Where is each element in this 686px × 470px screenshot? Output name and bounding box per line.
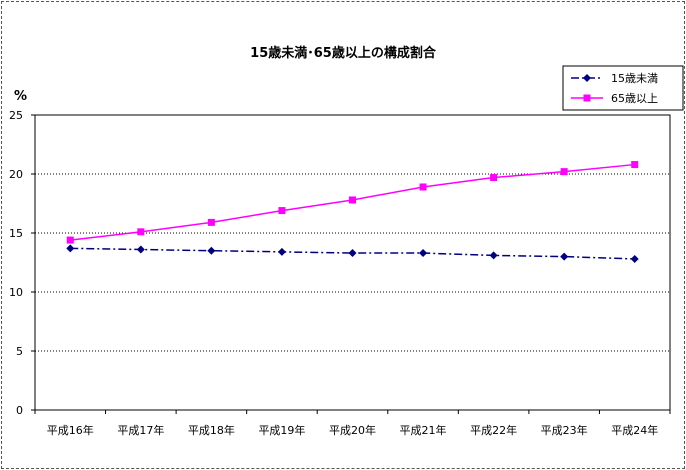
x-tick-label: 平成19年 — [258, 423, 305, 437]
data-point — [630, 254, 639, 263]
legend-marker — [583, 74, 591, 82]
data-point — [277, 247, 286, 256]
x-tick-label: 平成16年 — [47, 423, 94, 437]
data-point — [631, 161, 639, 169]
series-lines — [66, 161, 639, 263]
legend-item: 65歳以上 — [571, 92, 658, 105]
x-tick-label: 平成23年 — [541, 423, 588, 437]
plot-area — [34, 114, 671, 411]
y-axis-unit-label: % — [14, 89, 27, 104]
y-tick-label: 25 — [9, 109, 23, 122]
y-tick-label: 10 — [9, 286, 23, 299]
y-tick-label: 0 — [16, 404, 23, 417]
data-point — [207, 218, 215, 226]
data-point — [419, 249, 428, 258]
y-tick-label: 5 — [16, 345, 23, 358]
series-line — [70, 247, 635, 260]
y-tick-label: 15 — [9, 227, 23, 240]
legend-marker — [583, 94, 591, 102]
data-point — [207, 246, 216, 255]
x-tick-label: 平成18年 — [188, 423, 235, 437]
x-tick-label: 平成21年 — [400, 423, 447, 437]
x-axis-ticks: 平成16年 平成17年 平成18年 平成19年 平成20年 平成21年 平成22年 平成23年… — [34, 410, 671, 437]
legend-label: 65歳以上 — [611, 92, 658, 105]
data-point — [489, 251, 498, 260]
x-tick-label: 平成20年 — [329, 423, 376, 437]
x-tick-label: 平成17年 — [117, 423, 164, 437]
legend-box — [562, 65, 684, 111]
legend-item: 15歳未満 — [571, 72, 658, 85]
data-point — [560, 168, 568, 176]
data-point — [419, 183, 427, 191]
legend: 15歳未満 65歳以上 — [562, 65, 684, 111]
data-point — [66, 236, 74, 244]
data-point — [66, 244, 75, 253]
data-point — [490, 174, 498, 182]
data-point — [137, 228, 145, 236]
data-point — [348, 249, 357, 258]
x-tick-label: 平成22年 — [470, 423, 517, 437]
data-point — [349, 196, 356, 204]
series-1 — [66, 244, 639, 263]
data-point — [136, 245, 145, 254]
y-tick-label: 20 — [9, 168, 23, 181]
x-tick-label: 平成24年 — [611, 423, 658, 437]
data-point — [278, 207, 286, 215]
y-axis-ticks: 0 5 10 15 20 25 — [9, 109, 35, 417]
data-point — [560, 252, 569, 261]
chart-title: 15歳未満･65歳以上の構成割合 — [250, 45, 437, 61]
series-2 — [66, 161, 639, 244]
legend-label: 15歳未満 — [611, 72, 658, 85]
